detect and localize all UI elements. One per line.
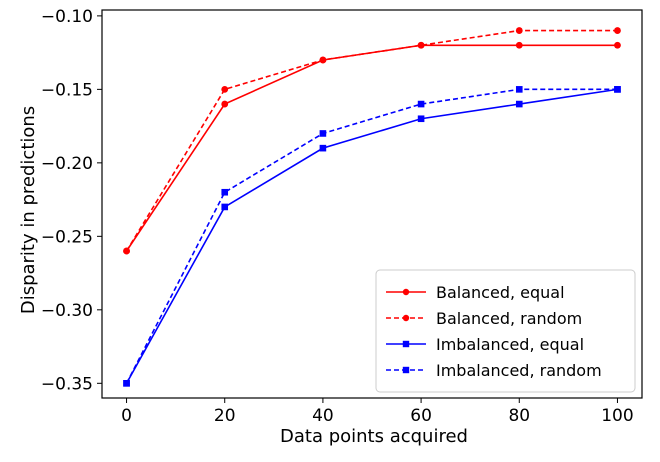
x-tick-label: 100 <box>601 406 633 426</box>
x-tick-label: 20 <box>214 406 236 426</box>
data-point <box>123 247 130 255</box>
legend: Balanced, equal Balanced, random Imbalance… <box>375 269 636 393</box>
plot-area <box>101 9 643 399</box>
legend-label: Imbalanced, equal <box>436 335 584 354</box>
data-point <box>515 100 523 108</box>
y-tick-label: −0.35 <box>41 374 93 394</box>
x-tick-label: 80 <box>508 406 530 426</box>
data-point <box>319 144 327 152</box>
data-point <box>402 288 410 296</box>
y-tick-label: −0.15 <box>41 80 93 100</box>
y-tick-label: −0.25 <box>41 227 93 247</box>
data-point <box>402 314 410 322</box>
data-point <box>515 41 523 49</box>
series-line <box>125 88 618 384</box>
x-axis-label: Data points acquired <box>280 426 468 447</box>
data-point <box>221 100 229 108</box>
data-point <box>614 41 621 49</box>
data-point <box>614 27 621 34</box>
data-point <box>221 85 229 93</box>
x-tick-label: 0 <box>121 406 132 426</box>
series-line <box>125 88 618 384</box>
data-point <box>319 130 327 137</box>
data-point <box>123 380 130 387</box>
series-layer <box>123 27 621 387</box>
series-line <box>125 44 618 252</box>
legend-label: Balanced, random <box>436 309 582 328</box>
y-tick-label: −0.10 <box>41 7 93 27</box>
legend-entry: Balanced, equal <box>386 283 565 302</box>
legend-box <box>375 269 636 393</box>
data-point <box>221 203 229 211</box>
data-point <box>417 100 425 108</box>
y-tick-label: −0.30 <box>41 301 93 321</box>
legend-entry: Imbalanced, random <box>386 361 602 380</box>
series-line <box>125 29 618 252</box>
x-axis: 0 20 40 60 80 100 <box>121 398 634 426</box>
legend-label: Balanced, equal <box>436 283 565 302</box>
data-point <box>402 340 410 348</box>
legend-entry: Imbalanced, equal <box>386 335 584 354</box>
y-axis-label: Disparity in predictions <box>18 106 39 314</box>
legend-label: Imbalanced, random <box>436 361 602 380</box>
series-balanced-random <box>123 27 621 255</box>
x-tick-label: 60 <box>410 406 432 426</box>
y-tick-label: −0.20 <box>41 154 93 174</box>
plot-frame <box>101 9 643 399</box>
data-point <box>614 86 621 93</box>
data-point <box>417 115 425 123</box>
data-point <box>515 27 523 34</box>
legend-entry: Balanced, random <box>386 309 582 328</box>
y-axis: −0.35 −0.30 −0.25 −0.20 −0.15 −0.10 <box>41 7 102 394</box>
data-point <box>417 41 425 49</box>
data-point <box>221 188 229 196</box>
data-point <box>402 366 410 374</box>
data-point <box>319 56 327 64</box>
series-imbalanced-random <box>123 86 621 387</box>
data-point <box>515 86 523 93</box>
x-tick-label: 40 <box>312 406 334 426</box>
series-balanced-equal <box>123 41 621 255</box>
